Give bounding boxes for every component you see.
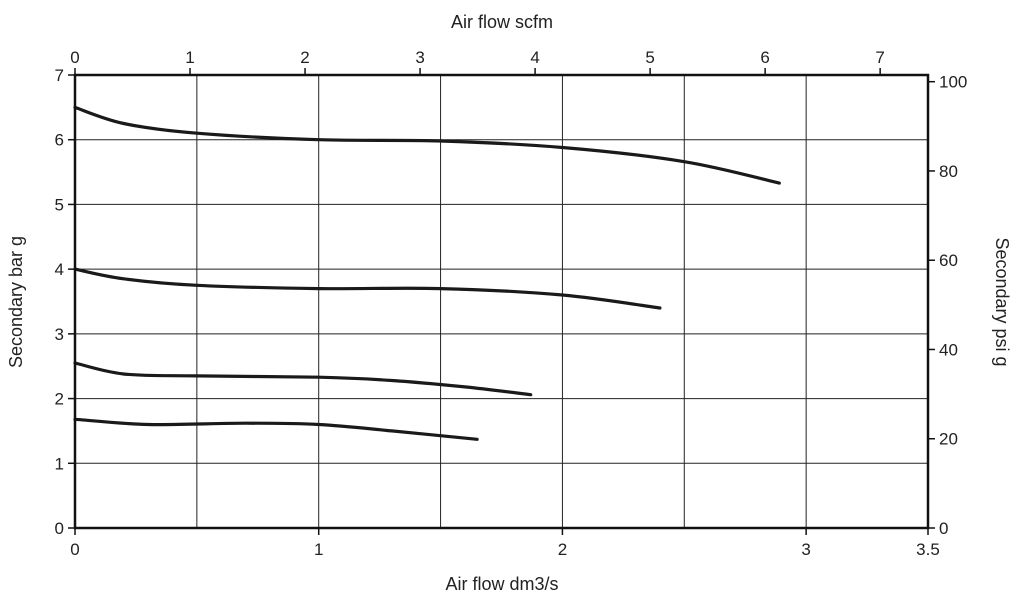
grid	[75, 75, 928, 528]
y-tick-label: 6	[55, 131, 64, 150]
x2-tick-label: 7	[875, 48, 884, 67]
y2-tick-label: 80	[939, 162, 958, 181]
x-tick-label: 3	[801, 540, 810, 559]
x-tick-label: 0	[70, 540, 79, 559]
y2-tick-label: 20	[939, 430, 958, 449]
series-line-4	[73, 417, 479, 441]
top-axis-title: Air flow scfm	[451, 12, 553, 32]
x-tick-label: 3.5	[916, 540, 940, 559]
x2-tick-label: 5	[645, 48, 654, 67]
ticks	[68, 68, 935, 535]
series	[73, 105, 781, 441]
x-tick-label: 2	[558, 540, 567, 559]
y-tick-label: 7	[55, 66, 64, 85]
y2-tick-label: 40	[939, 340, 958, 359]
y-tick-label: 3	[55, 325, 64, 344]
left-axis-title: Secondary bar g	[6, 236, 26, 368]
y-tick-label: 1	[55, 454, 64, 473]
bottom-axis-title: Air flow dm3/s	[445, 574, 558, 594]
series-line-1	[73, 105, 781, 185]
x2-tick-label: 1	[185, 48, 194, 67]
plot-frame	[73, 73, 930, 530]
x-tick-label: 1	[314, 540, 323, 559]
y2-tick-label: 100	[939, 73, 967, 92]
y2-tick-label: 0	[939, 519, 948, 538]
x2-tick-label: 0	[70, 48, 79, 67]
right-axis-title: Secondary psi g	[992, 237, 1012, 366]
x2-tick-label: 2	[300, 48, 309, 67]
series-line-3	[73, 361, 533, 397]
y-tick-label: 2	[55, 390, 64, 409]
y2-tick-label: 60	[939, 251, 958, 270]
y-tick-label: 0	[55, 519, 64, 538]
x2-tick-label: 4	[530, 48, 539, 67]
y-tick-label: 5	[55, 195, 64, 214]
x2-tick-label: 6	[760, 48, 769, 67]
y-tick-label: 4	[55, 260, 64, 279]
x2-tick-label: 3	[415, 48, 424, 67]
series-line-2	[73, 267, 662, 310]
